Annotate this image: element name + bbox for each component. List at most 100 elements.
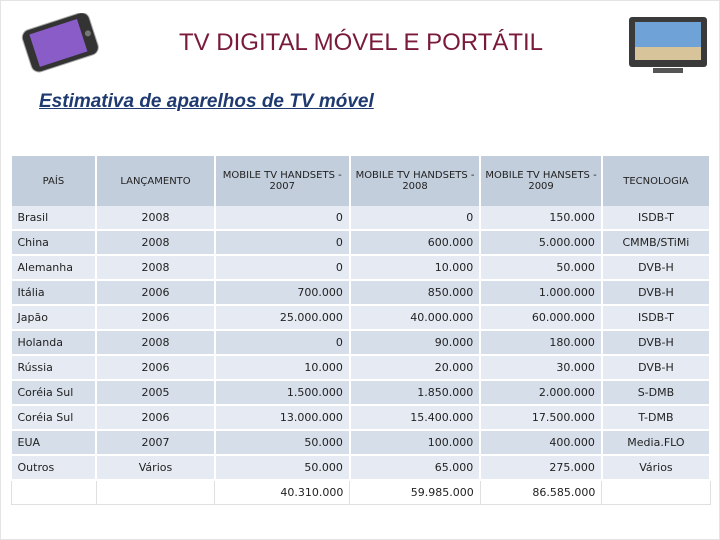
empty-cell	[11, 479, 97, 505]
table-cell: 2006	[96, 280, 216, 306]
totals-row: 40.310.000 59.985.000 86.585.000	[11, 479, 711, 505]
table-cell: DVB-H	[601, 330, 712, 356]
table-row: Itália 2006 700.000 850.000 1.000.000 DVB-H	[11, 280, 712, 306]
table-cell: 150.000	[480, 206, 603, 231]
table-cell: 0	[349, 206, 482, 231]
table-cell: 700.000	[214, 280, 351, 306]
table-cell: 275.000	[480, 455, 603, 481]
column-header: LANÇAMENTO	[96, 156, 216, 206]
table-cell: 10.000	[214, 355, 351, 381]
table-cell: 1.500.000	[214, 380, 351, 406]
total-cell: 59.985.000	[349, 479, 481, 505]
table-cell: 13.000.000	[214, 405, 351, 431]
subtitle: Estimativa de aparelhos de TV móvel	[39, 91, 374, 112]
table-cell: 60.000.000	[480, 305, 603, 331]
table-cell: S-DMB	[601, 380, 712, 406]
table-cell: 50.000	[480, 255, 603, 281]
table-cell: 2006	[96, 405, 216, 431]
table-cell: 0	[214, 330, 351, 356]
table-cell: 600.000	[349, 230, 482, 256]
table-cell: 2007	[96, 430, 216, 456]
table-cell: 100.000	[349, 430, 482, 456]
table-cell: 400.000	[480, 430, 603, 456]
table-cell: 2005	[96, 380, 216, 406]
table-row: Japão 2006 25.000.000 40.000.000 60.000.000 I…	[11, 305, 712, 331]
table-cell: 17.500.000	[480, 405, 603, 431]
table-head: PAÍS LANÇAMENTO MOBILE TV HANDSETS - 2007 M…	[11, 156, 712, 206]
table-cell: 0	[214, 230, 351, 256]
table-cell: 180.000	[480, 330, 603, 356]
table-cell: 850.000	[349, 280, 482, 306]
table-cell: China	[11, 230, 98, 256]
table-cell: CMMB/STiMi	[601, 230, 712, 256]
column-header: MOBILE TV HANDSETS - 2008	[349, 156, 482, 206]
table-cell: Media.FLO	[601, 430, 712, 456]
table-cell: Vários	[96, 455, 216, 481]
table-cell: 2006	[96, 305, 216, 331]
table-cell: Rússia	[11, 355, 98, 381]
table-row: Outros Vários 50.000 65.000 275.000 Vários	[11, 455, 712, 481]
table-cell: 2008	[96, 206, 216, 231]
table-cell: 1.850.000	[349, 380, 482, 406]
table-cell: 40.000.000	[349, 305, 482, 331]
table-row: Brasil 2008 0 0 150.000 ISDB-T	[11, 206, 712, 231]
table-cell: DVB-H	[601, 355, 712, 381]
table-cell: 30.000	[480, 355, 603, 381]
table-row: Alemanha 2008 0 10.000 50.000 DVB-H	[11, 255, 712, 281]
table-cell: Vários	[601, 455, 712, 481]
table-cell: 10.000	[349, 255, 482, 281]
table-cell: DVB-H	[601, 280, 712, 306]
table-cell: 2006	[96, 355, 216, 381]
table-cell: 2008	[96, 330, 216, 356]
table-cell: 20.000	[349, 355, 482, 381]
table-cell: Alemanha	[11, 255, 98, 281]
table-cell: Coréia Sul	[11, 380, 98, 406]
table-cell: EUA	[11, 430, 98, 456]
phone-icon	[21, 13, 99, 73]
table-cell: 90.000	[349, 330, 482, 356]
table-cell: 2.000.000	[480, 380, 603, 406]
table-cell: 50.000	[214, 430, 351, 456]
column-header: MOBILE TV HANDSETS - 2007	[214, 156, 351, 206]
table-cell: 2008	[96, 255, 216, 281]
column-header: MOBILE TV HANSETS - 2009	[480, 156, 603, 206]
table-cell: Holanda	[11, 330, 98, 356]
table-cell: 1.000.000	[480, 280, 603, 306]
column-header: PAÍS	[11, 156, 98, 206]
total-cell: 40.310.000	[214, 479, 351, 505]
table-cell: 50.000	[214, 455, 351, 481]
column-header: TECNOLOGIA	[601, 156, 712, 206]
table-cell: T-DMB	[601, 405, 712, 431]
empty-cell	[95, 479, 216, 505]
title: TV DIGITAL MÓVEL E PORTÁTIL	[178, 29, 544, 56]
table-row: Coréia Sul 2006 13.000.000 15.400.000 17.500…	[11, 405, 712, 431]
table-cell: Japão	[11, 305, 98, 331]
table-body: Brasil 2008 0 0 150.000 ISDB-T China 2008 0 600.0…	[11, 206, 712, 505]
table-row: China 2008 0 600.000 5.000.000 CMMB/STiMi	[11, 230, 712, 256]
table-cell: 2008	[96, 230, 216, 256]
table-row: Rússia 2006 10.000 20.000 30.000 DVB-H	[11, 355, 712, 381]
tv-icon	[629, 17, 707, 73]
table-cell: DVB-H	[601, 255, 712, 281]
table-cell: Brasil	[11, 206, 98, 231]
header-row: PAÍS LANÇAMENTO MOBILE TV HANDSETS - 2007 M…	[11, 156, 712, 206]
table-row: Coréia Sul 2005 1.500.000 1.850.000 2.000.00…	[11, 380, 712, 406]
empty-cell	[601, 479, 711, 505]
table-cell: ISDB-T	[601, 206, 712, 231]
table-cell: Itália	[11, 280, 98, 306]
table-row: EUA 2007 50.000 100.000 400.000 Media.FLO	[11, 430, 712, 456]
table-row: Holanda 2008 0 90.000 180.000 DVB-H	[11, 330, 712, 356]
table-cell: Coréia Sul	[11, 405, 98, 431]
table-cell: 0	[214, 255, 351, 281]
table-cell: 65.000	[349, 455, 482, 481]
table-cell: 15.400.000	[349, 405, 482, 431]
table-cell: 0	[214, 206, 351, 231]
data-table: PAÍS LANÇAMENTO MOBILE TV HANDSETS - 2007 M…	[11, 156, 712, 505]
table-cell: 5.000.000	[480, 230, 603, 256]
table-cell: 25.000.000	[214, 305, 351, 331]
total-cell: 86.585.000	[479, 479, 603, 505]
table-cell: Outros	[11, 455, 98, 481]
